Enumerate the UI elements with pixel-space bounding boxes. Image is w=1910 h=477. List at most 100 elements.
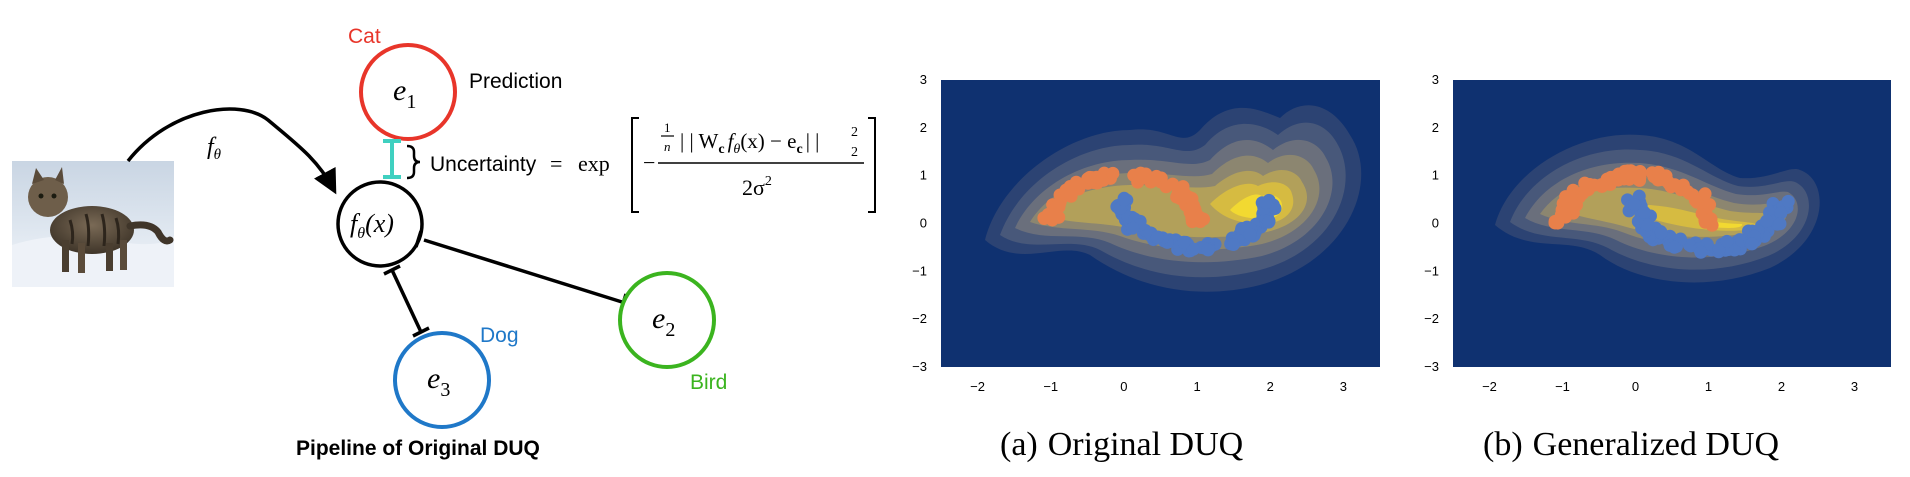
svg-text:e1: e1 [393,74,416,113]
panel-a-class-blue [1110,191,1282,258]
x-tick-label: 2 [1267,379,1274,394]
scatter-point [1201,243,1215,257]
link-e2 [423,238,623,304]
panel-b-class-blue [1621,189,1795,259]
scatter-point [1774,206,1788,220]
y-tick-label: 3 [920,72,927,87]
scatter-point [1563,189,1577,203]
svg-text:−: − [643,150,655,175]
cat-photo [12,161,174,287]
panel-a-density [985,105,1362,292]
scatter-point [1136,171,1150,185]
scatter-point [1262,215,1276,229]
scatter-point [1694,245,1708,259]
y-tick-label: 1 [1432,168,1439,183]
y-tick-label: 1 [920,168,927,183]
scatter-point [1698,187,1712,201]
y-tick-label: 0 [920,216,927,231]
centroid-e2: e2 [618,271,716,369]
svg-text:=: = [550,151,562,176]
scatter-point [1698,213,1712,227]
x-tick-label: 3 [1340,379,1347,394]
x-tick-label: 0 [1120,379,1127,394]
scatter-point [1548,214,1562,228]
y-tick-label: 2 [920,120,927,135]
svg-text:2σ2: 2σ2 [742,174,772,200]
svg-text:2: 2 [851,145,858,160]
scatter-point [1052,210,1066,224]
panel-a-axes: −2 −1 0 1 2 3 3 2 1 0 −1 −2 −3 [912,72,1347,394]
scatter-point [1637,205,1651,219]
scatter-point [1688,193,1702,207]
scatter-point [1654,226,1668,240]
scatter-point [1720,234,1734,248]
scatter-point [1147,172,1161,186]
pipeline-diagram: fθ fθ(x) e1 Cat Prediction Uncer [12,25,876,460]
svg-text:1: 1 [664,120,671,135]
y-tick-label: −2 [912,311,927,326]
scatter-point [1628,198,1642,212]
centroid-e1: e1 [359,43,457,141]
class-label-bird: Bird [690,371,727,394]
scatter-point [1667,240,1681,254]
panel-b-caption: (b) Generalized DUQ [1483,426,1779,463]
scatter-point [1631,172,1645,186]
scatter-point [1095,173,1109,187]
x-tick-label: 3 [1851,379,1858,394]
y-tick-label: −1 [912,263,927,278]
panel-b: −2 −1 0 1 2 3 3 2 1 0 −1 −2 −3 (b) Generalized DUQ [1424,72,1891,463]
scatter-point [1069,175,1083,189]
scatter-point [1166,177,1180,191]
svg-text:fθ(x): fθ(x) [350,209,394,242]
y-tick-label: 2 [1432,120,1439,135]
y-tick-label: −3 [1424,359,1439,374]
scatter-point [1680,184,1694,198]
scatter-point [1150,230,1164,244]
scatter-point [1177,235,1191,249]
scatter-point [1117,193,1131,207]
panel-b-density [1495,134,1820,283]
link-e3-cap-b [412,326,430,338]
scatter-point [1226,238,1240,252]
panel-b-axes: −2 −1 0 1 2 3 3 2 1 0 −1 −2 −3 [1424,72,1858,394]
y-tick-label: −2 [1424,311,1439,326]
x-tick-label: −2 [970,379,985,394]
scatter-point [1773,217,1787,231]
scatter-point [1558,210,1572,224]
panel-a: −2 −1 0 1 2 3 3 2 1 0 −1 −2 −3 (a) Original DUQ [912,72,1380,463]
x-tick-label: 1 [1193,379,1200,394]
distance-bracket [383,139,401,179]
scatter-point [1106,166,1120,180]
svg-text:Uncertainty: Uncertainty [430,153,537,176]
panel-b-class-orange [1548,164,1719,232]
link-e2-cap-a [414,230,423,248]
svg-text:e2: e2 [652,302,675,341]
prediction-label: Prediction [469,70,562,93]
scatter-point [1781,194,1795,208]
panel-a-caption: (a) Original DUQ [1000,426,1243,463]
scatter-point [1243,227,1257,241]
scatter-point [1668,178,1682,192]
scatter-point [1126,221,1140,235]
y-tick-label: 3 [1432,72,1439,87]
mapping-label: fθ [207,134,222,163]
scatter-point [1760,214,1774,228]
scatter-point [1659,169,1673,183]
y-tick-label: 0 [1432,216,1439,231]
scatter-point [1259,196,1273,210]
scatter-point [1745,237,1759,251]
scatter-point [1184,201,1198,215]
feature-node: fθ(x) [336,180,424,268]
class-label-cat: Cat [348,25,381,48]
curly-brace [406,144,421,180]
scatter-point [1193,210,1207,224]
svg-text:2: 2 [851,125,858,140]
x-tick-label: 2 [1778,379,1785,394]
x-tick-label: −2 [1482,379,1497,394]
scatter-point [1641,218,1655,232]
panel-a-class-orange [1037,166,1211,229]
x-tick-label: 1 [1705,379,1712,394]
scatter-point [1186,242,1200,256]
svg-text:e3: e3 [427,362,450,401]
svg-text:n: n [664,139,671,154]
